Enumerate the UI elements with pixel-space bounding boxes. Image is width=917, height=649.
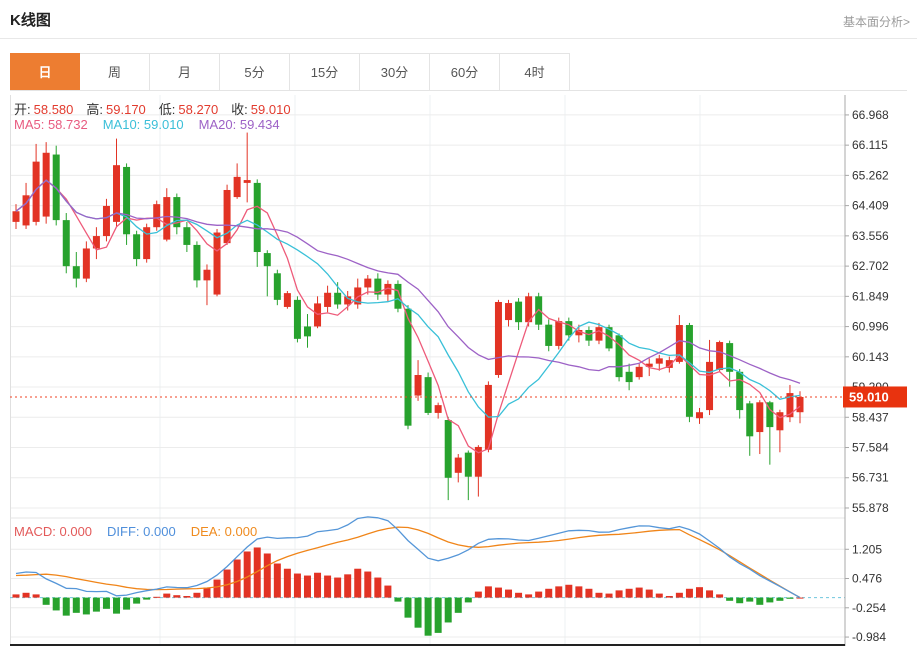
svg-text:65.262: 65.262	[852, 168, 889, 182]
ma-item: MA20: 59.434	[198, 117, 280, 132]
y-axis: 66.968 66.115 65.262 64.409 63.556 62.702 61.8…	[10, 95, 889, 646]
svg-text:66.115: 66.115	[852, 138, 888, 152]
tab-15分[interactable]: 15分	[290, 53, 360, 90]
macd-histogram	[12, 547, 804, 636]
svg-text:55.878: 55.878	[852, 501, 889, 515]
svg-text:56.731: 56.731	[852, 471, 889, 485]
widget-header: K线图 基本面分析>	[0, 0, 917, 39]
dea-line	[15, 526, 801, 599]
svg-text:60.143: 60.143	[852, 350, 889, 364]
kline-chart[interactable]: 66.968 66.115 65.262 64.409 63.556 62.702 61.8…	[10, 95, 907, 647]
ma10-line	[15, 179, 801, 418]
tab-4时[interactable]: 4时	[500, 53, 570, 90]
svg-text:-0.984: -0.984	[852, 630, 886, 644]
tab-日[interactable]: 日	[10, 53, 80, 90]
tab-30分[interactable]: 30分	[360, 53, 430, 90]
svg-text:0.476: 0.476	[852, 572, 882, 586]
svg-text:66.968: 66.968	[852, 108, 889, 122]
macd-item: DEA: 0.000	[190, 524, 258, 539]
svg-text:63.556: 63.556	[852, 229, 889, 243]
ohlc-item: 高: 59.170	[86, 102, 146, 117]
svg-text:60.996: 60.996	[852, 320, 889, 334]
macd-item: DIFF: 0.000	[107, 524, 176, 539]
svg-text:58.437: 58.437	[852, 410, 889, 424]
svg-text:-0.254: -0.254	[852, 601, 886, 615]
macd-readout: MACD: 0.000 DIFF: 0.000 DEA: 0.000	[14, 524, 272, 539]
candles-layer	[12, 132, 804, 501]
ohlc-readout: 开: 58.580 高: 59.170 低: 58.270 收: 59.010	[14, 99, 304, 118]
svg-text:57.584: 57.584	[852, 441, 889, 455]
tab-60分[interactable]: 60分	[430, 53, 500, 90]
last-price-tag: 59.010	[843, 386, 907, 408]
diff-line	[15, 516, 801, 599]
ma20-line	[15, 179, 801, 384]
tab-5分[interactable]: 5分	[220, 53, 290, 90]
svg-text:1.205: 1.205	[852, 542, 882, 556]
svg-text:62.702: 62.702	[852, 259, 889, 273]
ma-item: MA5: 58.732	[14, 117, 88, 132]
ma-readout: MA5: 58.732 MA10: 59.010 MA20: 59.434	[14, 117, 295, 132]
ohlc-item: 收: 59.010	[231, 102, 291, 117]
svg-text:64.409: 64.409	[852, 199, 889, 213]
ohlc-item: 低: 58.270	[158, 102, 219, 117]
fundamental-analysis-link[interactable]: 基本面分析>	[842, 15, 910, 29]
tab-月[interactable]: 月	[150, 53, 220, 90]
ma-item: MA10: 59.010	[102, 117, 184, 132]
svg-text:61.849: 61.849	[852, 289, 889, 303]
svg-text:59.010: 59.010	[849, 389, 889, 404]
ohlc-item: 开: 58.580	[14, 102, 74, 117]
interval-tabs: 日周月 5分 15分 30分 60分 4时	[10, 53, 907, 91]
page-title: K线图	[10, 12, 51, 29]
macd-item: MACD: 0.000	[14, 524, 93, 539]
tab-周[interactable]: 周	[80, 53, 150, 90]
